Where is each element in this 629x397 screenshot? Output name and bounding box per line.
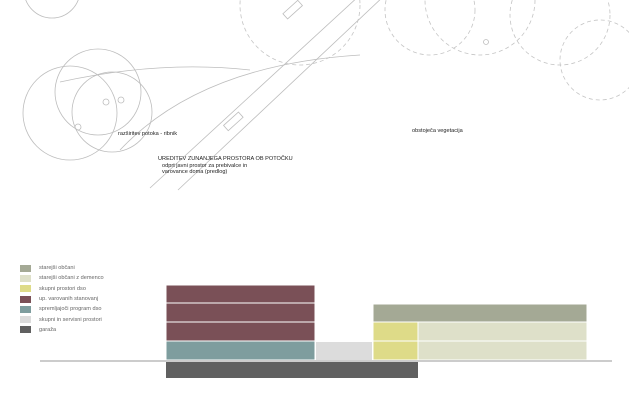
legend-label: spremljajoči program dso <box>39 306 102 313</box>
vegetation-circle <box>559 19 629 101</box>
legend-label: skupni prostori dso <box>39 285 86 292</box>
legend-swatch <box>20 295 31 303</box>
tree-circle <box>22 65 118 161</box>
vegetation-circle <box>509 0 611 66</box>
legend-label: skupni in servisni prostori <box>39 316 102 323</box>
bench <box>222 111 244 132</box>
block-garage <box>166 362 418 378</box>
floor-accompanying-program <box>165 340 316 361</box>
floor-elderly-dementia <box>417 340 588 361</box>
path-edge <box>177 0 381 191</box>
path-edge <box>119 54 361 151</box>
site-plan <box>22 0 629 191</box>
outdoor-space-subtitle-2: varovance doma (predlog) <box>162 169 228 175</box>
legend-swatch <box>20 326 31 334</box>
tree-circle <box>71 71 153 153</box>
legend-swatch <box>20 285 31 293</box>
legend-item: skupni prostori dso <box>20 284 104 294</box>
floor-elderly <box>372 303 588 323</box>
legend-item: up. varovanih stanovanj <box>20 294 104 304</box>
legend-swatch <box>20 274 31 282</box>
block-common-spaces <box>372 321 419 342</box>
tree-circle <box>54 48 142 136</box>
small-tree-icon <box>102 98 110 106</box>
vegetation-circle <box>384 0 476 56</box>
legend-item: garaža <box>20 325 104 335</box>
floor-elderly-dementia <box>417 321 588 342</box>
legend-swatch <box>20 316 31 324</box>
bench <box>282 0 304 20</box>
small-tree-icon <box>117 96 125 104</box>
vegetation-circle <box>424 0 536 56</box>
pond-label: razširitev potoka - ribnik <box>118 131 178 137</box>
building-section <box>40 284 612 378</box>
small-tree-icon <box>483 39 489 45</box>
legend: starejši občani starejši občani z demenc… <box>20 263 104 335</box>
legend-item: starejši občani <box>20 263 104 273</box>
legend-label: starejši občani <box>39 265 75 272</box>
stream-line <box>59 66 251 83</box>
floor-sheltered-apartments <box>165 321 316 342</box>
block-common-spaces <box>372 340 419 361</box>
legend-item: starejši občani z demenco <box>20 273 104 283</box>
block-service-spaces <box>316 342 372 360</box>
legend-swatch <box>20 264 31 272</box>
vegetation-label: obstoječa vegetacija <box>412 128 463 134</box>
small-tree-icon <box>74 123 82 131</box>
legend-swatch <box>20 305 31 313</box>
legend-label: garaža <box>39 326 57 333</box>
floor-sheltered-apartments <box>165 284 316 304</box>
outdoor-space-subtitle-1: odprt javni prostor za prebivalce in <box>162 163 248 169</box>
tree-circle <box>25 0 79 19</box>
legend-item: spremljajoči program dso <box>20 304 104 314</box>
path-edge <box>149 0 356 189</box>
vegetation-circle <box>239 0 361 66</box>
outdoor-space-title: UREDITEV ZUNANJEGA PROSTORA OB POTOČKU <box>158 156 293 162</box>
floor-sheltered-apartments <box>165 302 316 323</box>
legend-label: up. varovanih stanovanj <box>39 296 99 303</box>
legend-item: skupni in servisni prostori <box>20 314 104 324</box>
legend-label: starejši občani z demenco <box>39 275 104 282</box>
